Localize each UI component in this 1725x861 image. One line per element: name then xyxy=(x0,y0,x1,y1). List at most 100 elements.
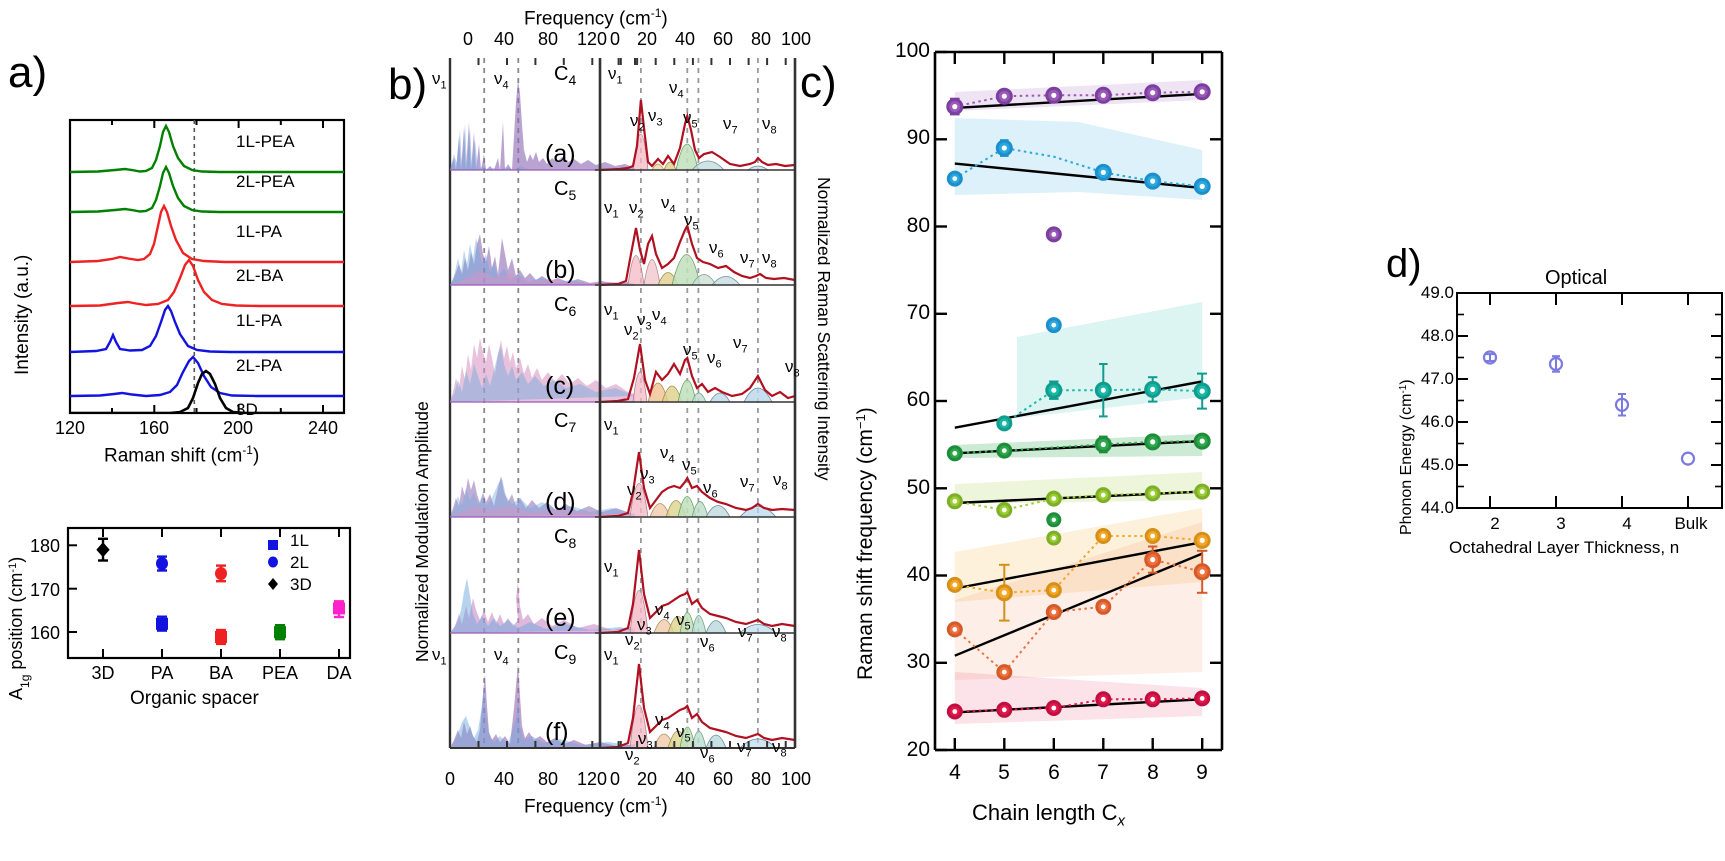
panel-b-right-xtick-bot-5: 100 xyxy=(780,769,812,789)
panel-b-right-mode-f-v2: ν2 xyxy=(625,745,640,768)
panel-a2-ytick-0: 180 xyxy=(29,536,60,556)
panel-c-ytick-1: 90 xyxy=(906,126,930,149)
panel-c-ytick-4: 60 xyxy=(906,388,930,411)
panel-b-right-mode-c-v1: ν1 xyxy=(604,300,619,323)
panel-b-right-mode-a-v3: ν3 xyxy=(648,106,663,129)
panel-b-right-mode-e-v3: ν3 xyxy=(637,615,652,638)
panel-d-letter: d) xyxy=(1386,242,1422,286)
panel-b-row-sublabel-0: (a) xyxy=(545,140,576,168)
panel-b-spectra-stack: Normalized Modulation Amplitude xyxy=(412,58,830,749)
panel-c-series-nu3 xyxy=(946,528,1211,622)
panel-d-xtick-0: 2 xyxy=(1490,514,1500,533)
panel-b-row-sublabel-3: (d) xyxy=(545,488,576,516)
panel-a2-point-PA-1L xyxy=(156,615,168,632)
panel-a-ylabel: Intensity (a.u.) xyxy=(12,255,33,375)
panel-b-row-chain-0: C4 xyxy=(554,63,577,88)
panel-c-ytick-5: 50 xyxy=(906,476,930,499)
panel-c-series-nu6 xyxy=(996,363,1211,432)
panel-b-left-mode-C9-v4: ν4 xyxy=(494,645,509,668)
panel-d-ytick-4: 45.0 xyxy=(1420,455,1454,474)
panel-a2-xtick-4: DA xyxy=(326,663,352,683)
panel-b-right-mode-a-v1: ν1 xyxy=(608,64,623,87)
panel-c-outlier-purple xyxy=(1045,226,1062,243)
panel-a-trace-label-2: 1L-PA xyxy=(236,222,282,241)
panel-a-xtick-2: 200 xyxy=(222,418,254,438)
panel-a-spectra-chart: Intensity (a.u.) xyxy=(12,118,346,415)
panel-b-letter: b) xyxy=(388,60,428,109)
panel-b-right-mode-f-v3: ν3 xyxy=(638,729,653,752)
panel-b-right-mode-b-v6: ν6 xyxy=(709,238,724,261)
panel-c-xtick-5: 9 xyxy=(1196,761,1208,784)
panel-b-right-mode-c-v7: ν7 xyxy=(733,333,748,356)
panel-c-fit-nu7 xyxy=(954,162,1203,190)
panel-a2-point-DA-1L xyxy=(333,600,345,619)
panel-b-left-xtick-bot-1: 40 xyxy=(493,769,515,789)
panel-c-xtick-0: 4 xyxy=(949,761,961,784)
panel-c-series-nu2 xyxy=(946,545,1211,681)
panel-b-ylabel-left: Normalized Modulation Amplitude xyxy=(412,401,432,662)
panel-b-right-mode-b-v2: ν2 xyxy=(629,198,644,221)
panel-b-right-mode-d-v6: ν6 xyxy=(703,478,718,501)
panel-a2-legend-label-0: 1L xyxy=(290,531,309,550)
panel-a-xtick-3: 240 xyxy=(307,418,339,438)
panel-b-right-mode-e-v4: ν4 xyxy=(655,600,670,623)
panel-c-series-nu4 xyxy=(946,483,1211,518)
panel-b-right-mode-f-v5: ν5 xyxy=(676,722,691,745)
panel-a2-legend-label-2: 3D xyxy=(290,575,312,594)
panel-d-point-n2 xyxy=(1482,350,1498,365)
panel-b-right-mode-c-v5: ν5 xyxy=(683,340,698,363)
panel-b-right-mode-e-v2: ν2 xyxy=(625,630,640,653)
panel-b-right-mode-b-v4: ν4 xyxy=(661,193,676,216)
panel-b-right-mode-d-v2: ν2 xyxy=(627,480,642,503)
panel-c-letter: c) xyxy=(800,58,837,107)
panel-c-xtick-3: 7 xyxy=(1097,761,1109,784)
panel-c-chart: Raman shift frequency (cm−1) xyxy=(853,50,1224,752)
panel-a2-xtick-3: PEA xyxy=(261,663,299,683)
panel-a2-xlabel: Organic spacer xyxy=(130,688,259,709)
panel-c-ytick-2: 80 xyxy=(906,214,930,237)
panel-d-ytick-1: 48.0 xyxy=(1420,326,1454,345)
panel-c-series-nu8 xyxy=(946,83,1211,116)
panel-c-fit-nu1 xyxy=(954,698,1203,714)
panel-b-right-xtick-top-5: 100 xyxy=(780,29,812,49)
panel-b-right-mode-c-v4: ν4 xyxy=(652,305,667,328)
panel-d-ytick-5: 44.0 xyxy=(1420,498,1454,517)
panel-c-fit-nu2 xyxy=(954,552,1203,657)
panel-b-right-mode-c-v6: ν6 xyxy=(707,348,722,371)
panel-b-right-mode-e-v6: ν6 xyxy=(700,632,715,655)
panel-d-point-n3 xyxy=(1548,355,1564,373)
panel-b-right-mode-d-v4: ν4 xyxy=(660,443,675,466)
panel-a2-legend-label-1: 2L xyxy=(290,553,309,572)
panel-b-right-mode-b-v8: ν8 xyxy=(762,248,777,271)
panel-d-point-n4 xyxy=(1614,393,1630,417)
panel-c-series-nu5 xyxy=(946,432,1211,462)
panel-b-right-xtick-top-1: 20 xyxy=(636,29,658,49)
panel-b-right-xtick-top-4: 80 xyxy=(750,29,772,49)
panel-b-right-mode-e-v5: ν5 xyxy=(676,610,691,633)
panel-c-ytick-8: 20 xyxy=(906,738,930,761)
panel-b-right-mode-a-v8: ν8 xyxy=(762,114,777,137)
panel-b-right-mode-f-v6: ν6 xyxy=(700,743,715,766)
panel-b-row-sublabel-5: (f) xyxy=(545,718,569,746)
panel-d-point-bulk xyxy=(1680,451,1696,466)
panel-d-xtick-2: 4 xyxy=(1622,514,1632,533)
panel-d-xlabel: Octahedral Layer Thickness, n xyxy=(1449,538,1680,557)
panel-d-chart: Phonon Energy (cm-1) xyxy=(1398,292,1723,535)
panel-b-ylabel-right: Normalized Raman Scattering Intensity xyxy=(814,177,830,481)
panel-b-row-chain-1: C5 xyxy=(554,178,577,203)
panel-c-xtick-1: 5 xyxy=(998,761,1010,784)
panel-a-trace-label-5: 2L-PA xyxy=(236,356,282,375)
panel-a-trace-label-1: 2L-PEA xyxy=(236,172,295,191)
panel-d-xtick-1: 3 xyxy=(1556,514,1566,533)
panel-a2-ytick-2: 160 xyxy=(29,623,60,643)
panel-a2-point-3D xyxy=(96,537,110,562)
panel-c-fit-nu4 xyxy=(954,490,1203,505)
panel-c-ytick-6: 40 xyxy=(906,563,930,586)
panel-d-xtick-3: Bulk xyxy=(1674,514,1708,533)
panel-a2-point-PA-2L xyxy=(156,555,168,572)
panel-b-bottom-axis-title: Frequency (cm-1) xyxy=(524,794,668,818)
panel-a-xtick-0: 120 xyxy=(54,418,86,438)
panel-a-trace-label-4: 1L-PA xyxy=(236,311,282,330)
panel-d-ylabel: Phonon Energy (cm-1) xyxy=(1398,379,1416,535)
panel-b-right-mode-d-v1: ν1 xyxy=(604,415,619,438)
